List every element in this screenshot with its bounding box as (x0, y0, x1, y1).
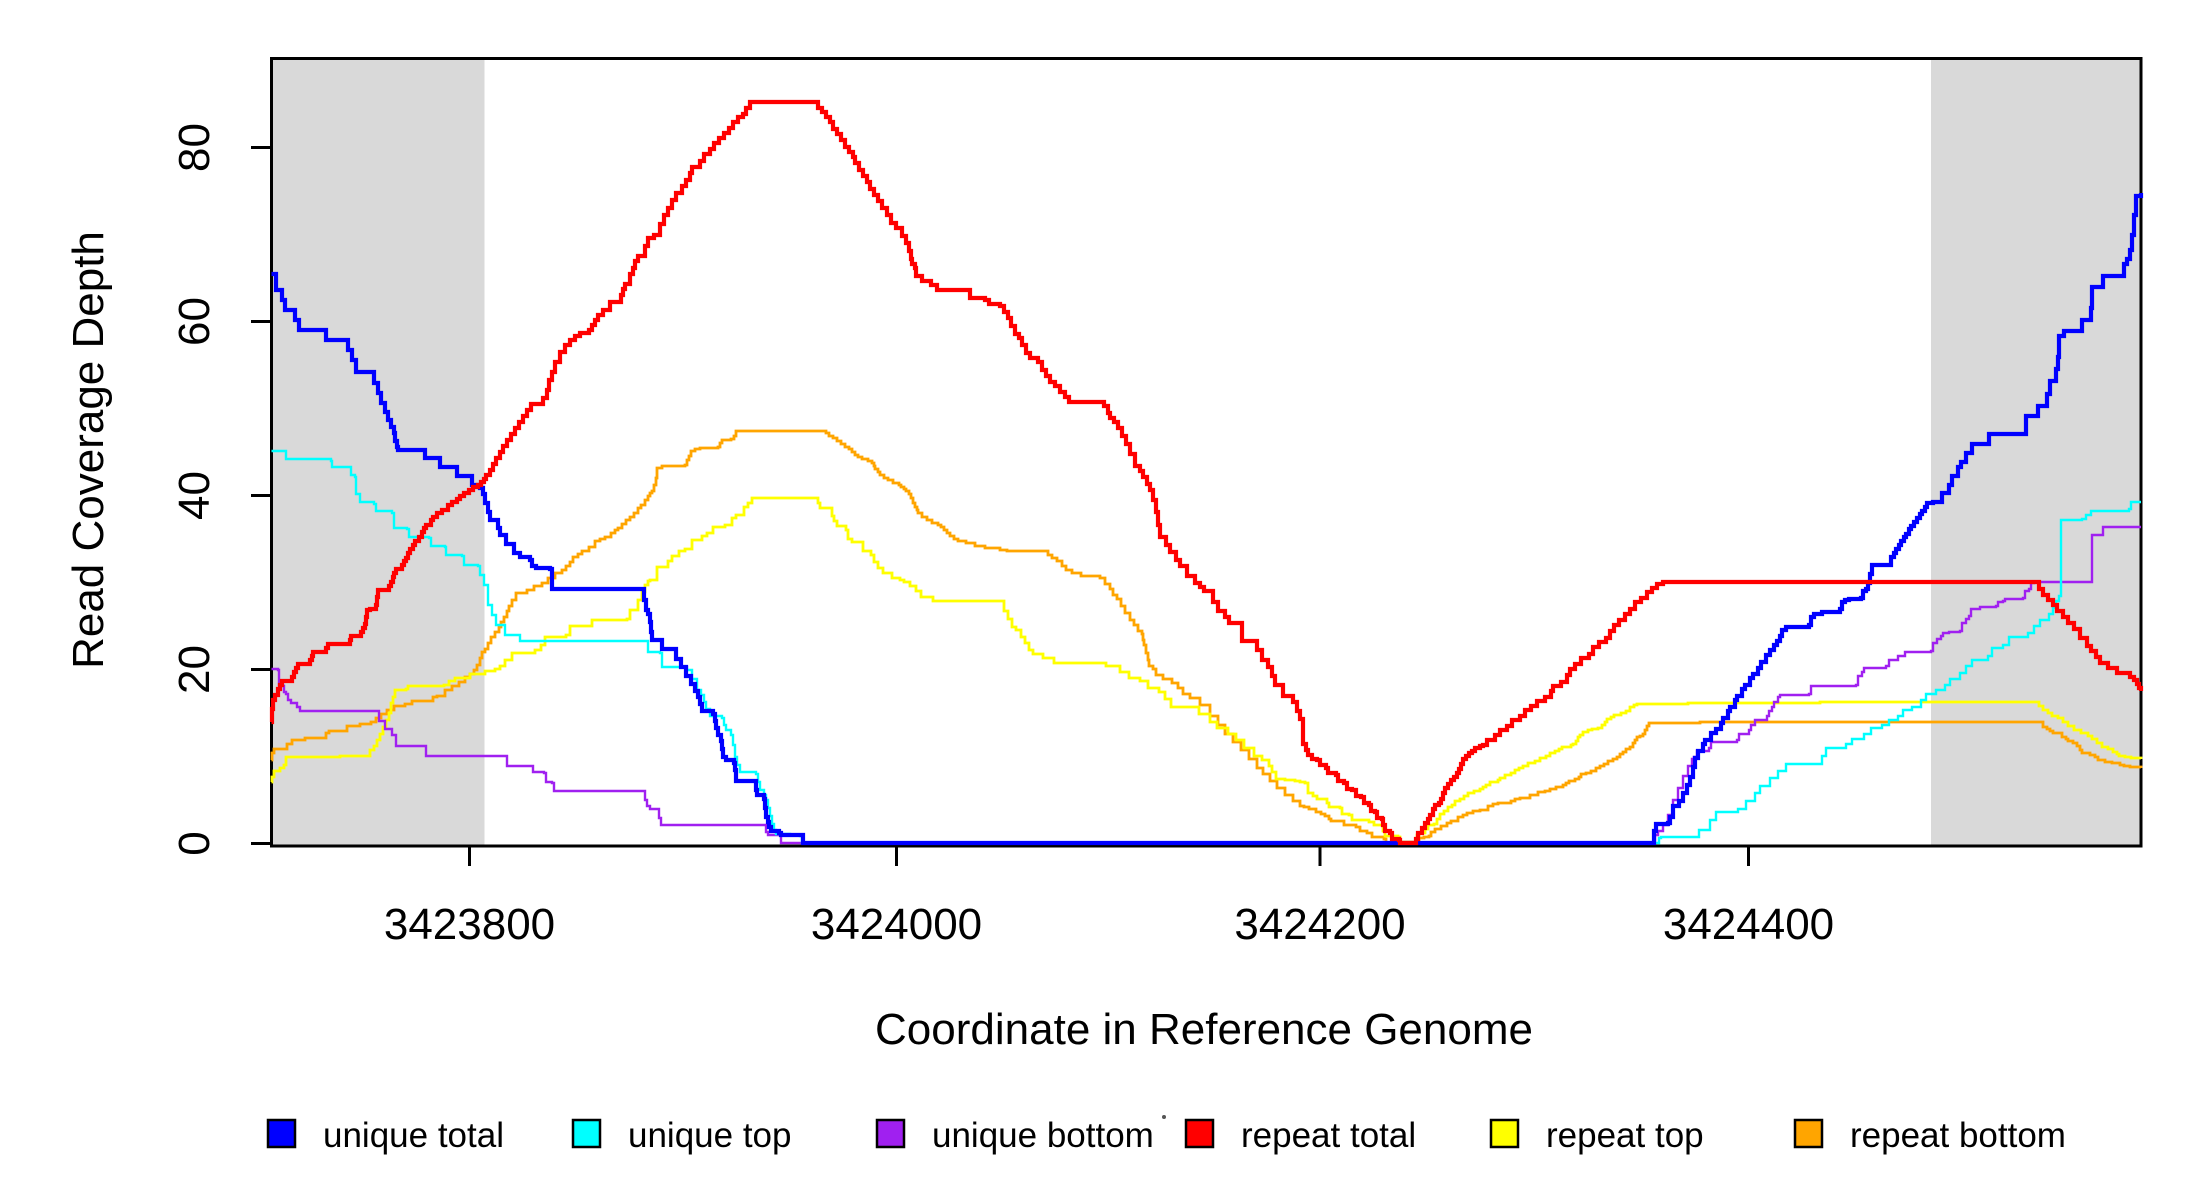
svg-text:3424200: 3424200 (1234, 900, 1405, 949)
svg-text:3424000: 3424000 (811, 900, 982, 949)
svg-text:Read Coverage Depth: Read Coverage Depth (64, 231, 113, 669)
svg-text:20: 20 (170, 645, 219, 694)
svg-text:repeat total: repeat total (1241, 1116, 1416, 1155)
svg-text:3424400: 3424400 (1663, 900, 1834, 949)
svg-text:3423800: 3423800 (384, 900, 555, 949)
svg-text:0: 0 (170, 831, 219, 855)
svg-text:40: 40 (170, 471, 219, 520)
svg-text:repeat top: repeat top (1546, 1116, 1704, 1155)
svg-text:unique top: unique top (628, 1116, 791, 1155)
svg-text:unique total: unique total (323, 1116, 504, 1155)
svg-text:60: 60 (170, 297, 219, 346)
svg-text:Coordinate in Reference Genome: Coordinate in Reference Genome (875, 1005, 1533, 1054)
svg-text:80: 80 (170, 123, 219, 172)
svg-text:unique bottom: unique bottom (932, 1116, 1154, 1155)
svg-text:repeat bottom: repeat bottom (1850, 1116, 2066, 1155)
